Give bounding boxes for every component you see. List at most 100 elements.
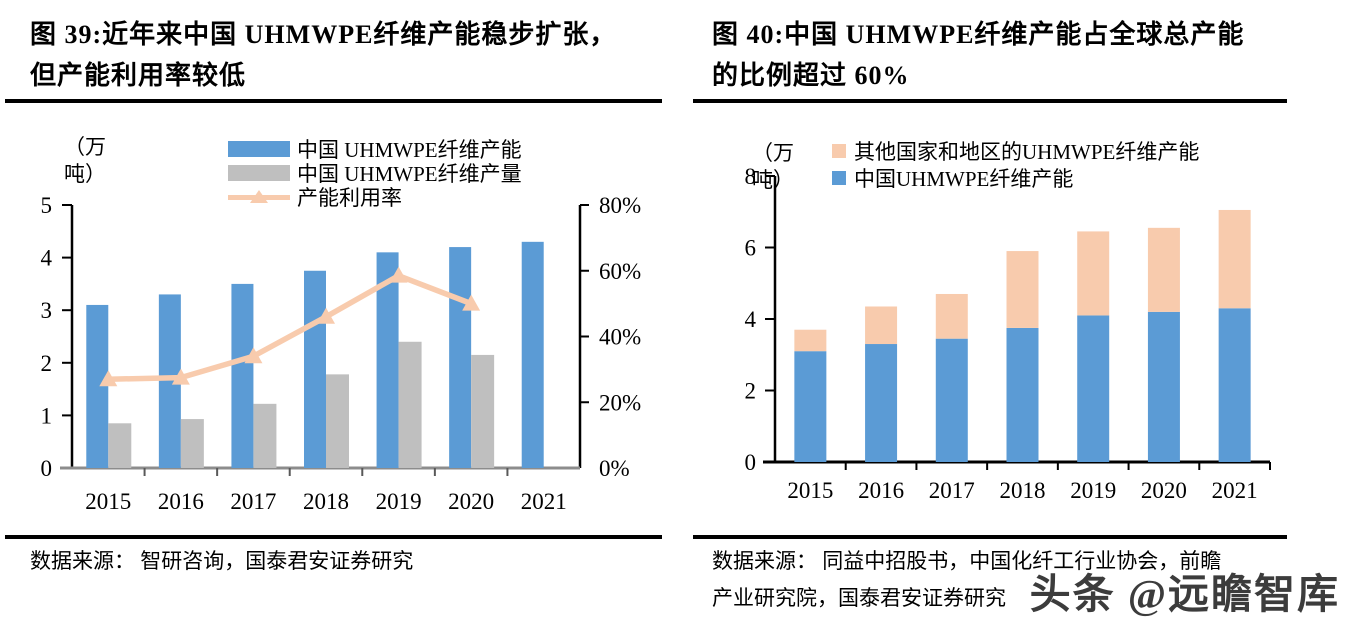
figure-39-source: 数据来源： 智研咨询，国泰君安证券研究 (30, 549, 414, 573)
fig39-pct-tick-label: 40% (599, 325, 641, 350)
fig39-utilization-marker (462, 294, 481, 311)
legend-item-others: 其他国家和地区的UHMWPE纤维产能 (832, 137, 1199, 164)
fig40-china-bar (794, 351, 827, 462)
fig39-utilization-marker (244, 347, 263, 364)
figure-39-title: 图 39:近年来中国 UHMWPE纤维产能稳步扩张， 但产能利用率较低 (30, 14, 616, 96)
fig40-x-label: 2016 (858, 478, 904, 503)
fig39-pct-tick-label: 20% (599, 390, 641, 415)
legend-item-utilization: 产能利用率 (228, 185, 522, 210)
fig39-y-tick-label: 4 (41, 246, 53, 271)
fig40-china-bar (865, 344, 898, 462)
figure-40-source-line2: 产业研究院，国泰君安证券研究 (712, 586, 1006, 610)
figure-40-title-rule (693, 99, 1287, 103)
figure-40-title-line1: 图 40:中国 UHMWPE纤维产能占全球总产能 (712, 20, 1245, 49)
figure-39-legend: 中国 UHMWPE纤维产能 中国 UHMWPE纤维产量 产能利用率 (228, 137, 522, 210)
fig39-x-label: 2017 (230, 489, 276, 514)
fig40-china-bar (1077, 315, 1110, 462)
fig39-x-label: 2015 (85, 489, 131, 514)
fig40-y-tick-label: 2 (745, 379, 757, 404)
fig39-pct-tick-label: 80% (599, 193, 641, 218)
fig40-x-label: 2017 (929, 478, 975, 503)
fig40-x-label: 2021 (1212, 478, 1258, 503)
fig39-x-label: 2021 (521, 489, 567, 514)
others-swatch (832, 143, 846, 158)
fig39-production-bar (398, 341, 422, 468)
figure-39-title-line1: 图 39:近年来中国 UHMWPE纤维产能稳步扩张， (30, 20, 617, 49)
fig39-pct-tick-label: 0% (599, 456, 630, 481)
fig39-x-label: 2018 (303, 489, 349, 514)
legend-item-utilization-label: 产能利用率 (297, 186, 402, 210)
fig40-y-tick-label: 0 (745, 450, 757, 475)
fig40-x-label: 2020 (1141, 478, 1187, 503)
figure-39-axis-unit-line2: 吨） (64, 162, 106, 186)
figure-39-axis-unit: （万 吨） (64, 134, 106, 188)
fig39-capacity-bar (521, 241, 544, 468)
fig40-others-bar (865, 306, 898, 345)
figure-40-axis-unit: （万 吨） (752, 140, 794, 194)
legend-item-china-label: 中国UHMWPE纤维产能 (854, 166, 1074, 191)
fig39-capacity-bar (376, 252, 399, 468)
fig39-capacity-bar (86, 304, 109, 468)
fig39-utilization-marker (99, 370, 118, 387)
fig39-capacity-bar (449, 247, 472, 468)
fig39-production-bar (108, 423, 132, 468)
figure-39-title-rule (5, 99, 662, 103)
fig39-y-tick-label: 0 (41, 456, 53, 481)
legend-item-production-label: 中国 UHMWPE纤维产量 (297, 162, 522, 186)
fig39-x-label: 2019 (376, 489, 422, 514)
fig39-utilization-marker (171, 368, 190, 385)
figure-39-axis-unit-line1: （万 (64, 135, 106, 159)
watermark: 头条 @远瞻智库 (1029, 571, 1340, 617)
fig40-others-bar (1147, 227, 1180, 312)
legend-item-capacity-label: 中国 UHMWPE纤维产能 (297, 138, 522, 162)
fig40-china-bar (1147, 311, 1180, 462)
figure-40-legend: 其他国家和地区的UHMWPE纤维产能 中国UHMWPE纤维产能 (832, 137, 1199, 191)
fig39-x-label: 2016 (158, 489, 204, 514)
fig39-production-bar (471, 354, 495, 468)
utilization-line-swatch (228, 189, 290, 205)
fig39-y-tick-label: 2 (41, 351, 53, 376)
figure-40-title: 图 40:中国 UHMWPE纤维产能占全球总产能 的比例超过 60% (712, 14, 1244, 96)
fig40-others-bar (1218, 209, 1251, 309)
fig39-y-tick-label: 3 (41, 298, 53, 323)
fig39-utilization-line (105, 272, 474, 382)
figure-39-title-line2: 但产能利用率较低 (30, 61, 247, 90)
fig40-x-label: 2015 (787, 478, 833, 503)
fig40-china-bar (935, 338, 968, 462)
fig39-capacity-bar (231, 283, 254, 468)
fig39-y-tick-label: 1 (41, 403, 53, 428)
fig39-production-bar (326, 374, 349, 468)
fig40-x-label: 2019 (1070, 478, 1116, 503)
fig39-x-label: 2020 (448, 489, 494, 514)
legend-item-production: 中国 UHMWPE纤维产量 (228, 161, 522, 186)
fig40-others-bar (1077, 231, 1110, 316)
fig39-utilization-marker (317, 307, 335, 324)
fig40-others-bar (935, 293, 968, 339)
figure-40-source: 数据来源： 同益中招股书，中国化纤工行业协会，前瞻 产业研究院，国泰君安证券研究 (712, 543, 1221, 617)
fig39-production-bar (253, 403, 277, 468)
fig40-y-tick-label: 6 (745, 236, 757, 261)
fig40-x-label: 2018 (1000, 478, 1046, 503)
fig39-y-tick-label: 5 (41, 193, 53, 218)
china-swatch (832, 170, 846, 185)
fig39-capacity-bar (158, 294, 181, 468)
fig40-y-tick-label: 8 (745, 164, 757, 189)
fig39-production-bar (180, 419, 204, 468)
figure-40-title-line2: 的比例超过 60% (712, 61, 910, 90)
figure-40-source-line1: 数据来源： 同益中招股书，中国化纤工行业协会，前瞻 (712, 549, 1222, 573)
fig39-utilization-marker (389, 266, 408, 283)
fig39-pct-tick-label: 60% (599, 259, 641, 284)
utilization-triangle-marker-icon (250, 190, 268, 203)
figure-40-source-rule (693, 535, 1287, 539)
fig40-y-tick-label: 4 (745, 307, 757, 332)
fig40-others-bar (794, 329, 827, 352)
figure-39-source-rule (5, 535, 662, 539)
legend-item-china: 中国UHMWPE纤维产能 (832, 164, 1199, 191)
fig40-china-bar (1218, 308, 1251, 462)
fig40-china-bar (1006, 327, 1039, 462)
legend-item-others-label: 其他国家和地区的UHMWPE纤维产能 (854, 139, 1200, 164)
figure-40-axis-unit-line1: （万 (752, 141, 794, 165)
fig39-capacity-bar (304, 270, 326, 468)
fig40-others-bar (1006, 251, 1039, 328)
